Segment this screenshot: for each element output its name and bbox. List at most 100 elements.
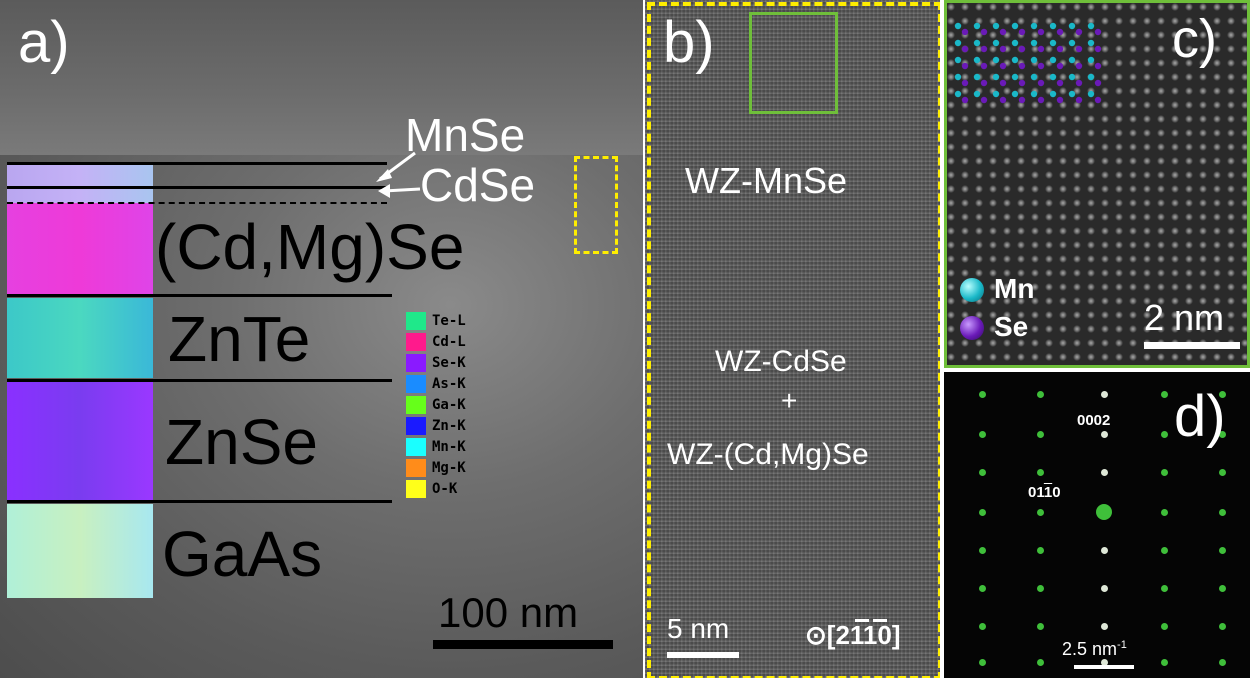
layer-label-wz-mnse: WZ-MnSe — [685, 160, 847, 201]
scale-bar-label: 2.5 nm-1 — [1062, 639, 1127, 659]
legend-swatch — [406, 459, 426, 477]
mn-atom — [954, 90, 962, 98]
diffraction-spot — [1160, 546, 1168, 554]
diffraction-spot — [1160, 390, 1168, 398]
interface-dashed-line — [7, 202, 387, 204]
se-atom — [1018, 96, 1026, 104]
diffraction-spot — [1100, 584, 1108, 592]
mn-atom — [1049, 39, 1057, 47]
scale-bar-label: 100 nm — [438, 589, 579, 636]
overbar-digit: 1 — [1043, 484, 1053, 501]
diffraction-spot — [1036, 584, 1044, 592]
diffraction-spot — [1036, 468, 1044, 476]
diffraction-spot — [978, 508, 986, 516]
mn-atom — [1068, 39, 1076, 47]
mn-atom — [973, 22, 981, 30]
se-atom — [980, 62, 988, 70]
se-atom — [961, 62, 969, 70]
layer-label-znte: ZnTe — [168, 303, 311, 375]
panel-b-label: b) — [663, 10, 715, 75]
mn-atom — [1087, 56, 1095, 64]
mn-atom — [1049, 22, 1057, 30]
mn-atom — [973, 39, 981, 47]
mn-atom — [954, 73, 962, 81]
se-atom — [1056, 62, 1064, 70]
diffraction-spot — [1218, 390, 1226, 398]
mn-atom — [973, 56, 981, 64]
se-atom — [1094, 62, 1102, 70]
se-label: Se — [994, 311, 1029, 342]
panel-d-diffraction-pattern: d) 0002 0110 2.5 nm-1 — [944, 372, 1250, 678]
eds-map-znse — [7, 382, 153, 500]
panel-c-frame — [944, 0, 1250, 368]
mn-atom — [1068, 22, 1076, 30]
legend-swatch — [406, 333, 426, 351]
panel-a-tem-image: a) MnSe CdSe (Cd,Mg)Se ZnTe ZnSe GaAs Te… — [0, 0, 643, 678]
zoom-box — [749, 12, 838, 114]
mn-atom — [992, 73, 1000, 81]
panel-b-hrtem-image: b) WZ-MnSe WZ-CdSe + WZ-(Cd,Mg)Se 5 nm ⊙… — [645, 0, 940, 678]
se-atom — [1075, 96, 1083, 104]
diffraction-spot — [1036, 622, 1044, 630]
se-atom — [1056, 96, 1064, 104]
mn-atom — [1049, 90, 1057, 98]
interface-line — [7, 294, 392, 297]
legend-swatch — [406, 417, 426, 435]
spot-index-0002: 0002 — [1077, 412, 1111, 429]
diffraction-spot — [978, 468, 986, 476]
se-atom — [1094, 45, 1102, 53]
diffraction-spot — [1100, 622, 1108, 630]
se-atom — [1056, 28, 1064, 36]
diffraction-spot — [1036, 546, 1044, 554]
diffraction-spot — [1100, 658, 1108, 666]
diffraction-spot — [1160, 468, 1168, 476]
mn-atom — [1068, 56, 1076, 64]
diffraction-spot — [1036, 508, 1044, 516]
se-atom — [980, 79, 988, 87]
se-atom — [1075, 62, 1083, 70]
se-atom — [980, 96, 988, 104]
panel-a-label: a) — [18, 10, 70, 75]
mn-atom — [1011, 56, 1019, 64]
diffraction-spot — [1100, 430, 1108, 438]
se-atom — [999, 28, 1007, 36]
legend-item-se: Se-K — [406, 353, 466, 373]
legend-swatch — [406, 480, 426, 498]
diffraction-spot — [1036, 430, 1044, 438]
legend-item-mg: Mg-K — [406, 458, 466, 478]
layer-label-cdse: CdSe — [420, 159, 536, 211]
eds-map-znte — [7, 298, 153, 378]
diffraction-spot — [978, 622, 986, 630]
interface-line — [7, 162, 387, 165]
legend-swatch — [406, 438, 426, 456]
se-atom — [1075, 79, 1083, 87]
scale-bar-label: 5 nm — [667, 613, 730, 644]
mn-atom — [1030, 56, 1038, 64]
mn-atom — [1030, 22, 1038, 30]
panel-d-label: d) — [1174, 384, 1226, 449]
mn-atom — [1087, 22, 1095, 30]
mn-atom — [1011, 90, 1019, 98]
layer-label-wz-cdmgse: WZ-(Cd,Mg)Se — [667, 438, 869, 471]
interface-line — [7, 500, 392, 503]
layer-label-mnse: MnSe — [405, 109, 526, 161]
mn-atom — [1030, 73, 1038, 81]
zone-axis-label: ⊙[2110] — [805, 620, 901, 650]
se-atom — [1056, 45, 1064, 53]
mn-atom — [1087, 39, 1095, 47]
se-atom — [999, 45, 1007, 53]
se-atom — [1075, 45, 1083, 53]
diffraction-spot — [1218, 468, 1226, 476]
diffraction-spot — [1160, 658, 1168, 666]
diffraction-spot — [1160, 584, 1168, 592]
diffraction-spot — [1036, 658, 1044, 666]
legend-item-mn: Mn-K — [406, 437, 466, 457]
mn-atom — [1049, 56, 1057, 64]
legend-item-o: O-K — [406, 479, 457, 499]
diffraction-spot — [978, 658, 986, 666]
se-atom — [1056, 79, 1064, 87]
mn-atom — [973, 73, 981, 81]
legend-item-as: As-K — [406, 374, 466, 394]
mn-atom — [992, 56, 1000, 64]
mn-atom — [1087, 90, 1095, 98]
